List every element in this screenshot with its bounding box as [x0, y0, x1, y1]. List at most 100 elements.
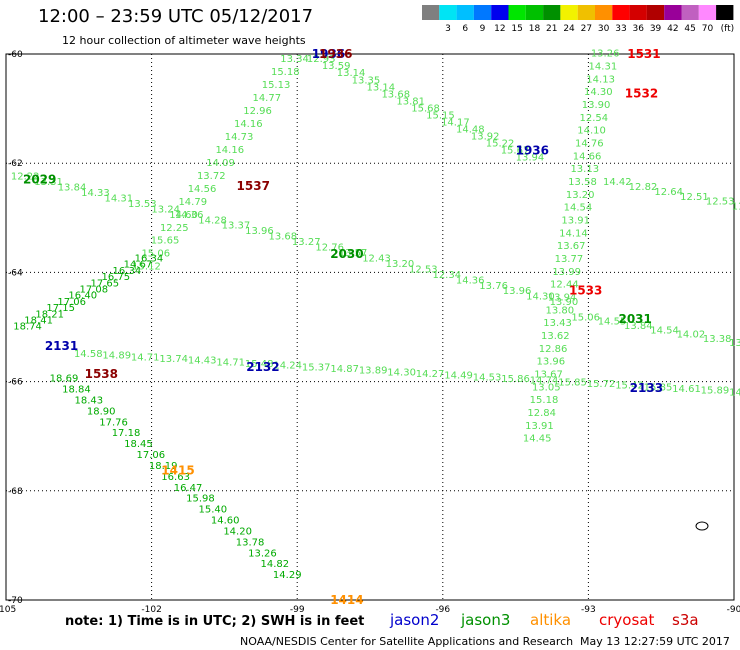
lon-tick-label: -96 [435, 605, 450, 615]
color-legend: 3 6 9 12 15 18 21 24 27 30 33 36 39 42 45 70 (ft) [422, 5, 734, 34]
satellite-name: jason2 [389, 611, 439, 629]
wave-height-label: 14.79 [178, 197, 207, 208]
wave-height-label: 14.27 [416, 369, 445, 380]
wave-height-label: 15.48 [245, 359, 274, 370]
island-outline [695, 521, 709, 531]
wave-height-label: 14.49 [444, 371, 473, 382]
wave-height-label: 13.99 [552, 267, 581, 278]
wave-height-label: 13.24 [151, 204, 180, 215]
legend-label: 30 [598, 24, 610, 34]
legend-swatch [629, 5, 647, 20]
wave-height-label: 13.05 [532, 382, 561, 393]
wave-height-label: 12.82 [629, 182, 658, 193]
wave-height-label: 12.51 [680, 192, 709, 203]
wave-height-label: 13.77 [555, 254, 584, 265]
wave-height-label: 14.10 [577, 126, 606, 137]
wave-height-label: 16.34 [113, 266, 142, 277]
wave-height-label: 17.08 [79, 285, 108, 296]
pass-time-label: 1537 [237, 179, 270, 193]
wave-height-label: 14.71 [131, 352, 160, 363]
pass-time-label: 2031 [618, 312, 651, 326]
wave-height-label: 18.19 [149, 461, 178, 472]
wave-height-label: 13.68 [269, 232, 298, 243]
wave-height-label: 14.56 [188, 184, 217, 195]
wave-height-label: 14.13 [586, 74, 615, 85]
legend-swatch [577, 5, 595, 20]
footer: note: 1) Time is in UTC; 2) SWH is in fe… [65, 611, 730, 648]
lat-tick-label: -64 [8, 268, 23, 278]
wave-height-label: 14.36 [175, 210, 204, 221]
wave-height-label: 14.45 [523, 434, 552, 445]
wave-height-label: 15.22 [486, 138, 515, 149]
lon-tick-label: -90 [727, 605, 740, 615]
wave-height-label: 18.74 [13, 322, 42, 333]
legend-label: 12 [494, 24, 505, 34]
wave-height-label: 13.37 [222, 221, 251, 232]
wave-height-label: 14.71 [216, 357, 245, 368]
wave-track: 12.9313.5913.1413.3513.1413.6813.8115.68… [307, 54, 544, 163]
wave-height-label: 13.96 [503, 286, 532, 297]
wave-height-label: 16.63 [161, 472, 190, 483]
wave-height-label: 18.21 [35, 309, 64, 320]
wave-height-label: 18.45 [124, 439, 153, 450]
wave-height-label: 12.44 [550, 280, 579, 291]
legend-label: 6 [462, 24, 468, 34]
legend-label: 18 [529, 24, 541, 34]
legend-swatch [595, 5, 613, 20]
wave-height-label: 12.76 [315, 243, 344, 254]
wave-height-label: 14.33 [81, 188, 110, 199]
wave-height-label: 13.14 [337, 68, 366, 79]
pass-time-label: 2131 [45, 339, 78, 353]
wave-height-label: 14.61 [672, 384, 701, 395]
wave-height-label: 15.86 [501, 374, 530, 385]
legend-label: 24 [563, 24, 575, 34]
wave-height-label: 15.18 [530, 395, 559, 406]
wave-height-label: 13.67 [557, 241, 586, 252]
legend-label: 15 [511, 24, 522, 34]
wave-height-label: 14.16 [215, 145, 244, 156]
wave-height-label: 13.96 [536, 357, 565, 368]
wave-height-label: 13.90 [550, 297, 579, 308]
wave-height-label: 15.06 [141, 249, 170, 260]
wave-height-label: 15.06 [571, 312, 600, 323]
wave-track: 12.2213.3113.8414.3314.3113.5313.2414.36… [11, 172, 578, 309]
satellite-name: cryosat [599, 611, 654, 629]
wave-height-label: 15.15 [426, 110, 455, 121]
wave-height-label: 14.71 [729, 387, 740, 398]
legend-label: 27 [581, 24, 592, 34]
wave-height-label: 12.93 [307, 54, 336, 65]
wave-height-label: 12.53 [706, 197, 735, 208]
wave-height-label: 13.35 [352, 75, 381, 86]
pass-time-label: 1936 [319, 47, 352, 61]
wave-height-label: 13.34 [280, 54, 309, 65]
wave-height-label: 13.91 [525, 421, 554, 432]
wave-height-label: 13.27 [292, 237, 321, 248]
wave-track: 13.2614.3114.1314.3013.9012.5414.1014.76… [523, 49, 620, 445]
wave-height-label: 16.47 [174, 483, 203, 494]
wave-height-label: 13.84 [58, 183, 87, 194]
wave-height-label: 14.09 [206, 158, 235, 169]
wave-height-label: 13.90 [582, 100, 611, 111]
legend-swatch [456, 5, 474, 20]
wave-height-label: 14.30 [526, 292, 555, 303]
pass-time-label: 2029 [23, 173, 56, 187]
lat-tick-label: -62 [8, 159, 23, 169]
wave-height-label: 12.34 [432, 270, 461, 281]
lon-tick-label: -93 [581, 605, 596, 615]
satellite-legend: jason2 jason3 altika cryosat s3a [389, 611, 699, 629]
wave-height-label: 15.72 [587, 379, 616, 390]
wave-height-label: 14.73 [225, 132, 254, 143]
wave-height-label: 14.74 [530, 376, 559, 387]
wave-height-label: 14.89 [102, 351, 131, 362]
wave-height-label: 12.84 [527, 408, 556, 419]
wave-height-label: 18.43 [74, 395, 103, 406]
wave-height-label: 14.30 [584, 87, 613, 98]
wave-height-label: 13.72 [197, 171, 226, 182]
wave-height-label: 12.53 [409, 264, 438, 275]
wave-height-label: 13.92 [471, 131, 500, 142]
wave-height-label: 14.55 [598, 317, 627, 328]
wave-height-label: 12.54 [580, 113, 609, 124]
wave-height-label: 13.59 [322, 61, 351, 72]
wave-height-label: 14.30 [387, 367, 416, 378]
